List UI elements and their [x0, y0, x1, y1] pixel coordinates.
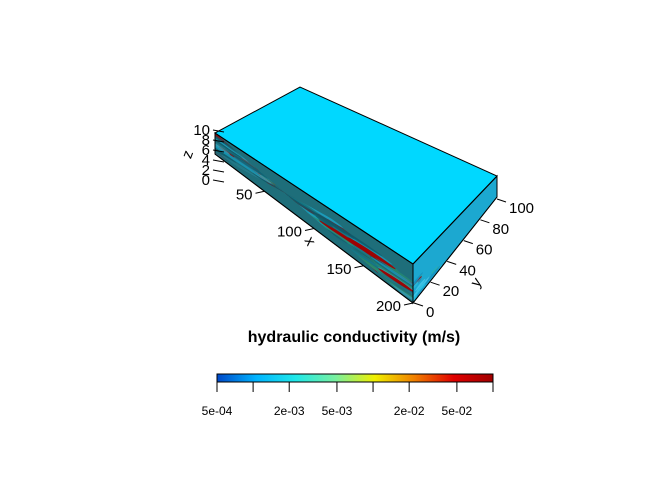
- front-lens: [393, 282, 412, 295]
- z-tick: [212, 149, 225, 153]
- side-lens: [426, 272, 432, 280]
- front-lens: [376, 269, 413, 302]
- x-tick: [255, 190, 265, 194]
- front-lens: [215, 137, 230, 155]
- side-lens: [413, 278, 424, 295]
- colorbar-tick-label: 5e-03: [322, 404, 353, 418]
- y-tick: [480, 219, 490, 224]
- front-lens: [361, 254, 413, 295]
- front-lens: [315, 216, 333, 228]
- front-lens: [229, 152, 270, 180]
- z-tick: [212, 179, 225, 183]
- colorbar-tick-label: 5e-02: [442, 404, 473, 418]
- front-lens: [370, 256, 413, 297]
- front-lens: [347, 237, 396, 270]
- x-tick: [403, 302, 414, 306]
- front-lens: [305, 207, 355, 240]
- colorbar-tick-label: 5e-04: [202, 404, 233, 418]
- y-tick-label: 0: [426, 304, 434, 321]
- x-tick-label: 100: [277, 224, 302, 241]
- side-lens: [444, 261, 455, 274]
- x-tick-label: 200: [376, 298, 401, 315]
- z-tick: [212, 169, 225, 173]
- side-lens: [439, 272, 446, 280]
- front-lens: [344, 232, 393, 265]
- y-tick: [430, 281, 440, 286]
- colorbar-gradient: [216, 373, 494, 383]
- side-lens: [493, 242, 497, 255]
- z-tick-label: 4: [202, 152, 210, 169]
- front-lens: [319, 220, 373, 256]
- y-tick-label: 40: [459, 262, 476, 279]
- side-lens: [449, 271, 456, 280]
- z-tick-label: 10: [193, 122, 210, 139]
- y-tick: [496, 198, 507, 203]
- front-lens: [378, 268, 413, 292]
- side-lens: [413, 272, 423, 290]
- y-axis-label: y: [467, 274, 486, 290]
- x-axis-label: x: [301, 234, 320, 249]
- side-lens: [413, 281, 419, 289]
- y-tick: [413, 302, 424, 307]
- colorbar-ticks: 5e-04 2e-03 5e-03 2e-02 5e-02: [202, 382, 494, 418]
- y-tick: [463, 240, 473, 245]
- x-tick: [354, 265, 364, 269]
- side-lens: [444, 275, 451, 283]
- y-tick-label: 20: [443, 283, 460, 300]
- z-tick: [212, 129, 225, 133]
- front-lens: [385, 264, 413, 283]
- z-tick-label: 2: [202, 162, 210, 179]
- side-lens: [424, 265, 441, 285]
- side-lens: [450, 265, 458, 275]
- front-lens: [215, 137, 260, 177]
- z-tick: [212, 159, 225, 163]
- y-tick-label: 60: [476, 242, 493, 259]
- x-tick-label: 50: [236, 186, 253, 203]
- z-tick-label: 0: [202, 172, 210, 189]
- z-tick: [212, 139, 225, 143]
- z-tick-label: 8: [202, 132, 210, 149]
- colorbar-title: hydraulic conductivity (m/s): [248, 329, 460, 346]
- y-tick: [447, 260, 457, 265]
- x-tick: [304, 228, 315, 231]
- side-lens: [415, 278, 426, 292]
- colorbar-tick-label: 2e-03: [274, 404, 305, 418]
- z-axis-label: z: [179, 148, 198, 161]
- side-lens: [416, 287, 424, 297]
- side-lens: [417, 282, 426, 293]
- y-tick-label: 100: [509, 200, 534, 217]
- colorbar-tick-label: 2e-02: [394, 404, 425, 418]
- x-tick-label: 150: [326, 261, 351, 278]
- z-tick-label: 6: [202, 142, 210, 159]
- colorbar: 5e-04 2e-03 5e-03 2e-02 5e-02: [202, 373, 494, 418]
- y-tick-label: 80: [492, 221, 509, 238]
